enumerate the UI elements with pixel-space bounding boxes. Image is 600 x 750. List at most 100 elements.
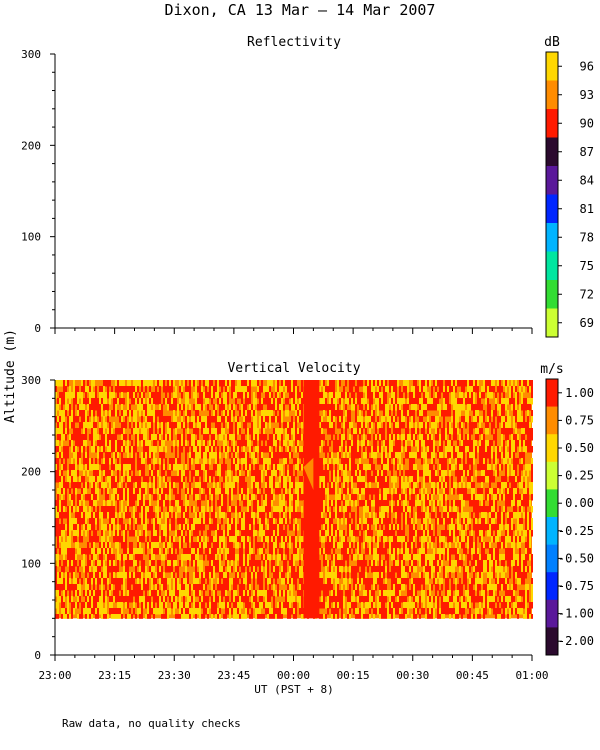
velocity-cell	[349, 602, 351, 609]
velocity-cell	[103, 380, 105, 387]
velocity-cell	[219, 602, 221, 609]
velocity-cell	[289, 434, 291, 441]
velocity-cell	[357, 578, 359, 585]
velocity-cell	[195, 572, 197, 579]
velocity-cell	[117, 452, 119, 459]
velocity-cell	[333, 542, 335, 549]
velocity-cell	[99, 428, 101, 435]
velocity-cell	[337, 542, 339, 549]
velocity-cell	[215, 524, 217, 531]
velocity-cell	[107, 506, 109, 513]
velocity-cell	[243, 542, 245, 549]
velocity-cell	[381, 512, 383, 519]
velocity-cell	[351, 404, 353, 411]
velocity-cell	[175, 614, 177, 619]
velocity-cell	[327, 446, 329, 453]
velocity-cell	[289, 428, 291, 435]
velocity-cell	[275, 434, 277, 441]
velocity-cell	[241, 404, 243, 411]
velocity-cell	[279, 404, 281, 411]
velocity-cell	[197, 530, 199, 537]
velocity-cell	[227, 584, 229, 591]
velocity-cell	[107, 476, 109, 483]
velocity-cell	[387, 542, 389, 549]
velocity-cell	[137, 428, 139, 435]
velocity-cell	[141, 434, 143, 441]
velocity-cell	[283, 608, 285, 615]
velocity-cell	[197, 500, 199, 507]
velocity-cell	[329, 572, 331, 579]
velocity-cell	[363, 572, 365, 579]
velocity-cell	[87, 494, 89, 501]
velocity-cell	[199, 602, 201, 609]
velocity-cell	[179, 590, 181, 597]
velocity-cell	[271, 524, 273, 531]
velocity-cell	[215, 560, 217, 567]
velocity-cell	[209, 452, 211, 459]
velocity-cell	[245, 602, 247, 609]
velocity-cell	[267, 440, 269, 447]
velocity-cell	[241, 434, 243, 441]
velocity-cell	[131, 548, 133, 555]
velocity-cell	[253, 578, 255, 585]
velocity-cell	[295, 392, 297, 399]
velocity-cell	[91, 434, 93, 441]
velocity-cell	[59, 530, 61, 537]
velocity-cell	[329, 428, 331, 435]
velocity-cell	[77, 542, 79, 549]
velocity-cell	[91, 386, 93, 393]
velocity-cell	[183, 380, 185, 387]
velocity-cell	[359, 446, 361, 453]
velocity-cell	[231, 518, 233, 525]
velocity-cell	[133, 584, 135, 591]
velocity-cell	[183, 578, 185, 585]
velocity-cell	[225, 434, 227, 441]
velocity-cell	[253, 566, 255, 573]
velocity-cell	[335, 578, 337, 585]
velocity-cell	[185, 584, 187, 591]
velocity-cell	[79, 584, 81, 591]
velocity-cell	[87, 482, 89, 489]
velocity-cell	[155, 548, 157, 555]
velocity-cell	[55, 602, 57, 609]
velocity-cell	[285, 566, 287, 573]
velocity-cell	[233, 524, 235, 531]
velocity-cell	[341, 404, 343, 411]
velocity-cell	[261, 524, 263, 531]
velocity-cell	[219, 398, 221, 405]
velocity-cell	[173, 572, 175, 579]
y-tick-label: 300	[21, 48, 41, 61]
velocity-cell	[71, 416, 73, 423]
velocity-cell	[327, 404, 329, 411]
velocity-cell	[261, 596, 263, 603]
velocity-cell	[221, 470, 223, 477]
velocity-cell	[263, 518, 265, 525]
velocity-cell	[205, 422, 207, 429]
velocity-cell	[135, 494, 137, 501]
velocity-cell	[187, 536, 189, 543]
velocity-cell	[55, 512, 57, 519]
velocity-cell	[279, 554, 281, 561]
velocity-cell	[223, 500, 225, 507]
velocity-cell	[81, 410, 83, 417]
velocity-cell	[363, 500, 365, 507]
velocity-cell	[383, 452, 385, 459]
velocity-cell	[105, 548, 107, 555]
velocity-cell	[289, 488, 291, 495]
velocity-cell	[257, 512, 259, 519]
velocity-cell	[129, 482, 131, 489]
velocity-cell	[343, 458, 345, 465]
velocity-cell	[165, 512, 167, 519]
velocity-cell	[57, 464, 59, 471]
velocity-cell	[65, 500, 67, 507]
colorbar-swatch	[546, 223, 558, 252]
velocity-cell	[283, 458, 285, 465]
velocity-cell	[201, 524, 203, 531]
velocity-cell	[239, 554, 241, 561]
velocity-cell	[121, 476, 123, 483]
velocity-cell	[121, 398, 123, 405]
velocity-cell	[109, 458, 111, 465]
velocity-cell	[239, 476, 241, 483]
velocity-cell	[55, 566, 57, 573]
velocity-cell	[371, 410, 373, 417]
